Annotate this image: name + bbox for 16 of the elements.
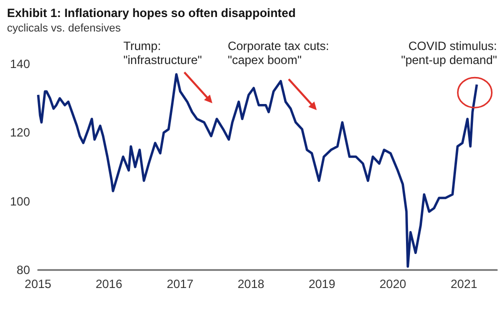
chart-title: Exhibit 1: Inflationary hopes so often disappointed [7, 6, 296, 20]
y-tick-label: 80 [16, 263, 30, 277]
x-tick-label: 2019 [308, 277, 336, 291]
x-tick-label: 2021 [450, 277, 478, 291]
annotation: COVID stimulus: "pent-up demand" [401, 39, 497, 67]
y-tick-label: 100 [10, 194, 30, 208]
y-tick-label: 140 [10, 57, 30, 71]
annotation: Trump: "infrastructure" [123, 39, 202, 67]
x-tick-label: 2015 [24, 277, 52, 291]
annotation: Corporate tax cuts: "capex boom" [228, 39, 330, 67]
chart-subtitle: cyclicals vs. defensives [7, 22, 122, 34]
x-tick-label: 2018 [238, 277, 265, 291]
x-tick-label: 2016 [96, 277, 123, 291]
y-tick-label: 120 [10, 126, 30, 140]
x-tick-label: 2017 [166, 277, 194, 291]
x-tick-label: 2020 [379, 277, 407, 291]
